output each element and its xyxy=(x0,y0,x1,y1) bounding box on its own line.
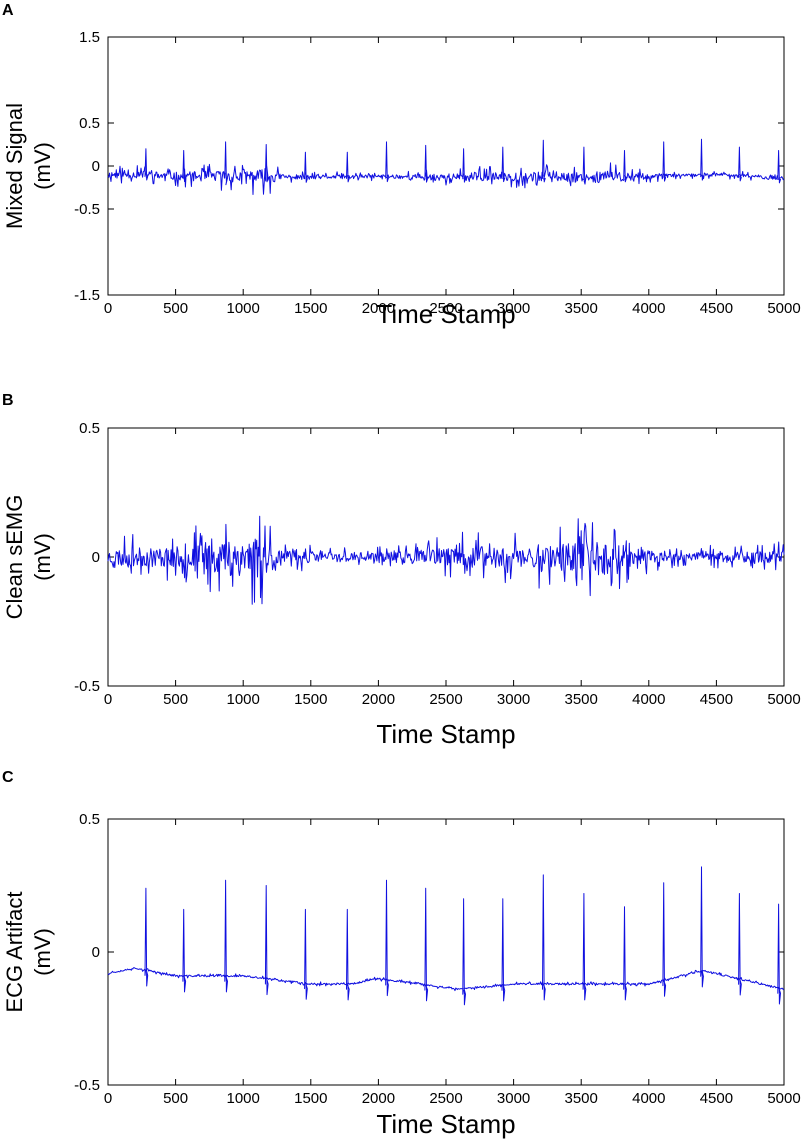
x-tick-label: 500 xyxy=(163,1090,188,1107)
x-axis-label-b: Time Stamp xyxy=(376,719,515,749)
y-axis-label-c-line1: ECG Artifact xyxy=(2,891,27,1012)
panel-label-b: B xyxy=(2,392,14,409)
y-ticks-b: 0.5 0 -0.5 xyxy=(74,420,784,695)
x-tick-label: 4000 xyxy=(632,300,665,317)
y-tick-label: 0.5 xyxy=(79,811,100,828)
x-tick-label: 3500 xyxy=(565,300,598,317)
panel-label-c: C xyxy=(2,769,14,786)
x-tick-label: 3000 xyxy=(497,300,530,317)
x-tick-label: 3000 xyxy=(497,691,530,708)
panel-b: B 0.50-0.5 0 500 1000 1500 2000 2500 3000 3500 4… xyxy=(2,392,801,749)
x-ticks-b: 0 500 1000 1500 2000 2500 3000 3500 4000 4500 5000 xyxy=(104,428,801,708)
y-axis-label-c-line2: (mV) xyxy=(30,928,55,976)
y-tick-label: -1.5 xyxy=(74,287,100,304)
panel-c: C 0.50-0.5 0 500 1000 1500 2000 2500 3000 3500 4… xyxy=(2,769,801,1139)
y-tick-label: 1.5 xyxy=(79,29,100,46)
plot-frame-c xyxy=(107,818,785,1086)
x-tick-label: 4000 xyxy=(632,1090,665,1107)
x-tick-label: 1500 xyxy=(294,1090,327,1107)
y-axis-label-b-line1: Clean sEMG xyxy=(2,495,27,620)
x-tick-label: 3500 xyxy=(565,691,598,708)
x-tick-label: 3500 xyxy=(565,1090,598,1107)
y-tick-label: -0.5 xyxy=(74,201,100,218)
x-tick-label: 2000 xyxy=(362,691,395,708)
x-tick-label: 0 xyxy=(104,300,112,317)
y-tick-label: 0 xyxy=(92,158,100,175)
y-axis-label-a-line2: (mV) xyxy=(30,142,55,190)
x-tick-label: 2500 xyxy=(429,691,462,708)
y-axis-label-a-line1: Mixed Signal xyxy=(2,103,27,229)
x-tick-label: 0 xyxy=(104,691,112,708)
x-tick-label: 5000 xyxy=(767,691,800,708)
x-axis-label-c: Time Stamp xyxy=(376,1109,515,1139)
x-tick-label: 4500 xyxy=(700,1090,733,1107)
x-tick-label: 4500 xyxy=(700,691,733,708)
y-ticks-c: 0.5 0 -0.5 xyxy=(74,811,784,1094)
ecg-artifact-trace xyxy=(107,866,784,1006)
x-tick-label: 5000 xyxy=(767,300,800,317)
x-tick-label: 4500 xyxy=(700,300,733,317)
panel-a: A 1.5 0.5 0 -0.5 -1.5 0 500 1000 1500 2000 2500 30… xyxy=(2,2,801,329)
x-tick-label: 2000 xyxy=(362,300,395,317)
y-tick-label: 0 xyxy=(92,549,100,566)
x-tick-label: 0 xyxy=(104,1090,112,1107)
x-tick-label: 1000 xyxy=(227,691,260,708)
x-tick-label: 1000 xyxy=(227,300,260,317)
x-tick-label: 500 xyxy=(163,300,188,317)
clean-semg-trace xyxy=(107,515,785,605)
x-tick-label: 1500 xyxy=(294,300,327,317)
x-tick-label: 2500 xyxy=(429,300,462,317)
x-tick-label: 2500 xyxy=(429,1090,462,1107)
mixed-signal-trace xyxy=(107,138,785,195)
x-tick-label: 2000 xyxy=(362,1090,395,1107)
panel-label-a: A xyxy=(2,2,14,19)
x-tick-label: 3000 xyxy=(497,1090,530,1107)
y-axis-label-b-line2: (mV) xyxy=(30,533,55,581)
x-ticks-a: 0 500 1000 1500 2000 2500 3000 3500 4000 4500 5000 xyxy=(104,37,801,317)
y-tick-label: -0.5 xyxy=(74,678,100,695)
x-tick-label: 1500 xyxy=(294,691,327,708)
x-tick-label: 500 xyxy=(163,691,188,708)
x-axis-label-a: Time Stamp xyxy=(376,299,515,329)
y-ticks-a: 1.5 0.5 0 -0.5 -1.5 xyxy=(74,29,784,304)
x-tick-label: 1000 xyxy=(227,1090,260,1107)
y-tick-label: 0 xyxy=(92,944,100,961)
x-tick-label: 4000 xyxy=(632,691,665,708)
y-tick-label: -0.5 xyxy=(74,1077,100,1094)
y-tick-label: 0.5 xyxy=(79,420,100,437)
y-tick-label: 0.5 xyxy=(79,115,100,132)
x-ticks-c: 0 500 1000 1500 2000 2500 3000 3500 4000 4500 5000 xyxy=(104,819,801,1107)
x-tick-label: 5000 xyxy=(767,1090,800,1107)
